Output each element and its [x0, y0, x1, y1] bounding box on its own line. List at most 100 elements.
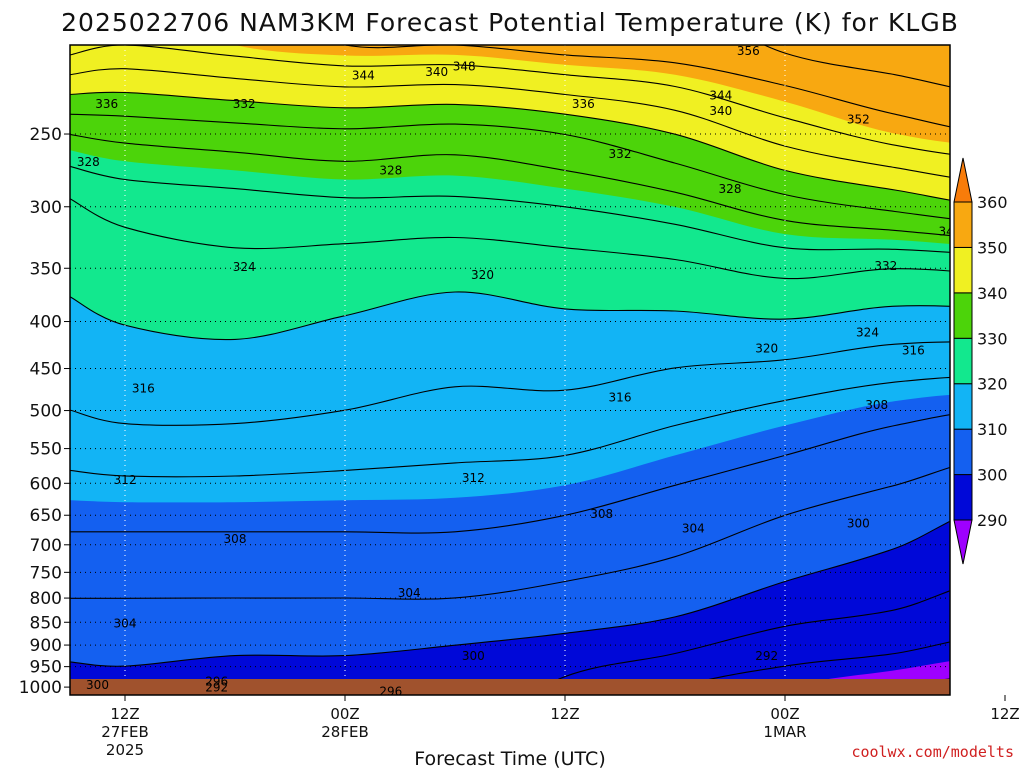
y-tick-label: 850 — [30, 613, 62, 633]
contour-label: 316 — [132, 381, 155, 395]
contour-label: 312 — [462, 471, 485, 485]
contour-label: 328 — [77, 155, 100, 169]
y-tick-label: 500 — [30, 402, 62, 422]
contour-label: 356 — [737, 44, 760, 58]
contour-label: 312 — [114, 473, 137, 487]
y-tick-label: 800 — [30, 589, 62, 609]
y-tick-label: 600 — [30, 474, 62, 494]
contour-label: 328 — [719, 182, 742, 196]
colorbar-tick-label: 300 — [977, 466, 1008, 485]
x-tick-label: 28FEB — [321, 723, 368, 741]
contour-lines — [70, 45, 950, 695]
contour-label: 316 — [902, 343, 925, 357]
colorbar-tick-label: 340 — [977, 284, 1008, 303]
y-tick-label: 1000 — [19, 678, 62, 698]
contour-line — [70, 165, 950, 253]
colorbar-swatch — [953, 383, 973, 430]
contour-line — [70, 414, 950, 534]
contour-label: 300 — [847, 517, 870, 531]
y-tick-label: 650 — [30, 506, 62, 526]
y-tick-label: 400 — [30, 313, 62, 333]
x-tick-label: 12Z — [550, 705, 579, 723]
contour-line — [70, 68, 950, 178]
y-tick-label: 700 — [30, 536, 62, 556]
colorbar-tick-label: 360 — [977, 193, 1008, 212]
contour-label: 308 — [224, 532, 247, 546]
ground-terrain — [70, 679, 950, 695]
contour-label: 332 — [609, 147, 632, 161]
contour-label: 300 — [462, 649, 485, 663]
contour-label: 296 — [205, 674, 228, 688]
y-tick-label: 250 — [30, 125, 62, 145]
contour-line — [70, 376, 950, 478]
colorbar-swatch — [953, 201, 973, 248]
contour-line — [342, 45, 950, 128]
contour-line — [70, 91, 950, 201]
x-tick-label: 2025 — [106, 741, 144, 759]
contour-line — [70, 341, 950, 426]
contour-label: 324 — [233, 260, 256, 274]
colorbar-tick-label: 290 — [977, 511, 1008, 530]
contour-label: 324 — [856, 325, 879, 339]
contour-label: 292 — [755, 649, 778, 663]
contour-label: 308 — [590, 507, 613, 521]
contour-label: 340 — [939, 224, 962, 238]
x-tick-label: 00Z — [770, 705, 799, 723]
contour-label: 340 — [709, 104, 732, 118]
colorbar-tick-label: 310 — [977, 420, 1008, 439]
contour-label: 348 — [453, 59, 476, 73]
contour-label: 304 — [114, 617, 137, 631]
contour-line — [70, 113, 950, 220]
plot-frame — [69, 44, 951, 696]
colorbar-tick-label: 320 — [977, 375, 1008, 394]
contour-label: 296 — [379, 684, 402, 698]
y-tick-label: 550 — [30, 440, 62, 460]
fill-band — [70, 45, 950, 143]
y-tick-label: 900 — [30, 636, 62, 656]
contour-label: 292 — [205, 680, 228, 694]
contour-label: 308 — [865, 398, 888, 412]
y-axis: 250 300 350 400 450 500 550 600 650 700 750 800 850 9… — [19, 125, 70, 698]
contour-label: 304 — [398, 586, 421, 600]
contour-label: 336 — [572, 97, 595, 111]
contour-line — [70, 466, 950, 600]
credit-text: coolwx.com/modelts — [851, 743, 1014, 761]
x-axis-label: Forecast Time (UTC) — [414, 748, 605, 768]
contour-line — [656, 641, 950, 695]
contour-label: 320 — [755, 342, 778, 356]
contour-line — [528, 590, 950, 695]
contour-label: 328 — [379, 164, 402, 178]
y-tick-label: 350 — [30, 259, 62, 279]
contour-line — [70, 520, 950, 667]
contour-label: 300 — [86, 678, 109, 692]
y-tick-label: 450 — [30, 360, 62, 380]
colorbar-swatch — [953, 292, 973, 339]
contour-line — [70, 198, 950, 280]
contour-line — [70, 291, 950, 341]
contour-label: 332 — [874, 259, 897, 273]
contour-line — [70, 45, 950, 155]
x-tick-label: 1MAR — [763, 723, 806, 741]
colorbar: 290 300 310 320 330 340 350 360 — [953, 157, 1008, 565]
contour-label: 284 — [975, 672, 998, 686]
contour-label: 344 — [352, 69, 375, 83]
colorbar-swatch — [953, 337, 973, 385]
x-tick-label: 00Z — [330, 705, 359, 723]
contour-line — [70, 133, 950, 237]
x-tick-label: 12Z — [110, 705, 139, 723]
colorbar-top-arrow — [953, 157, 973, 203]
y-tick-label: 750 — [30, 563, 62, 583]
colorbar-tick-label: 330 — [977, 329, 1008, 348]
contour-line — [763, 45, 950, 88]
chart-title: 2025022706 NAM3KM Forecast Potential Tem… — [61, 8, 959, 37]
contour-label: 304 — [682, 522, 705, 536]
contour-label: 316 — [609, 391, 632, 405]
contour-label: 332 — [233, 97, 256, 111]
colorbar-swatch — [953, 246, 973, 294]
y-tick-label: 300 — [30, 198, 62, 218]
contour-label: 336 — [95, 97, 118, 111]
